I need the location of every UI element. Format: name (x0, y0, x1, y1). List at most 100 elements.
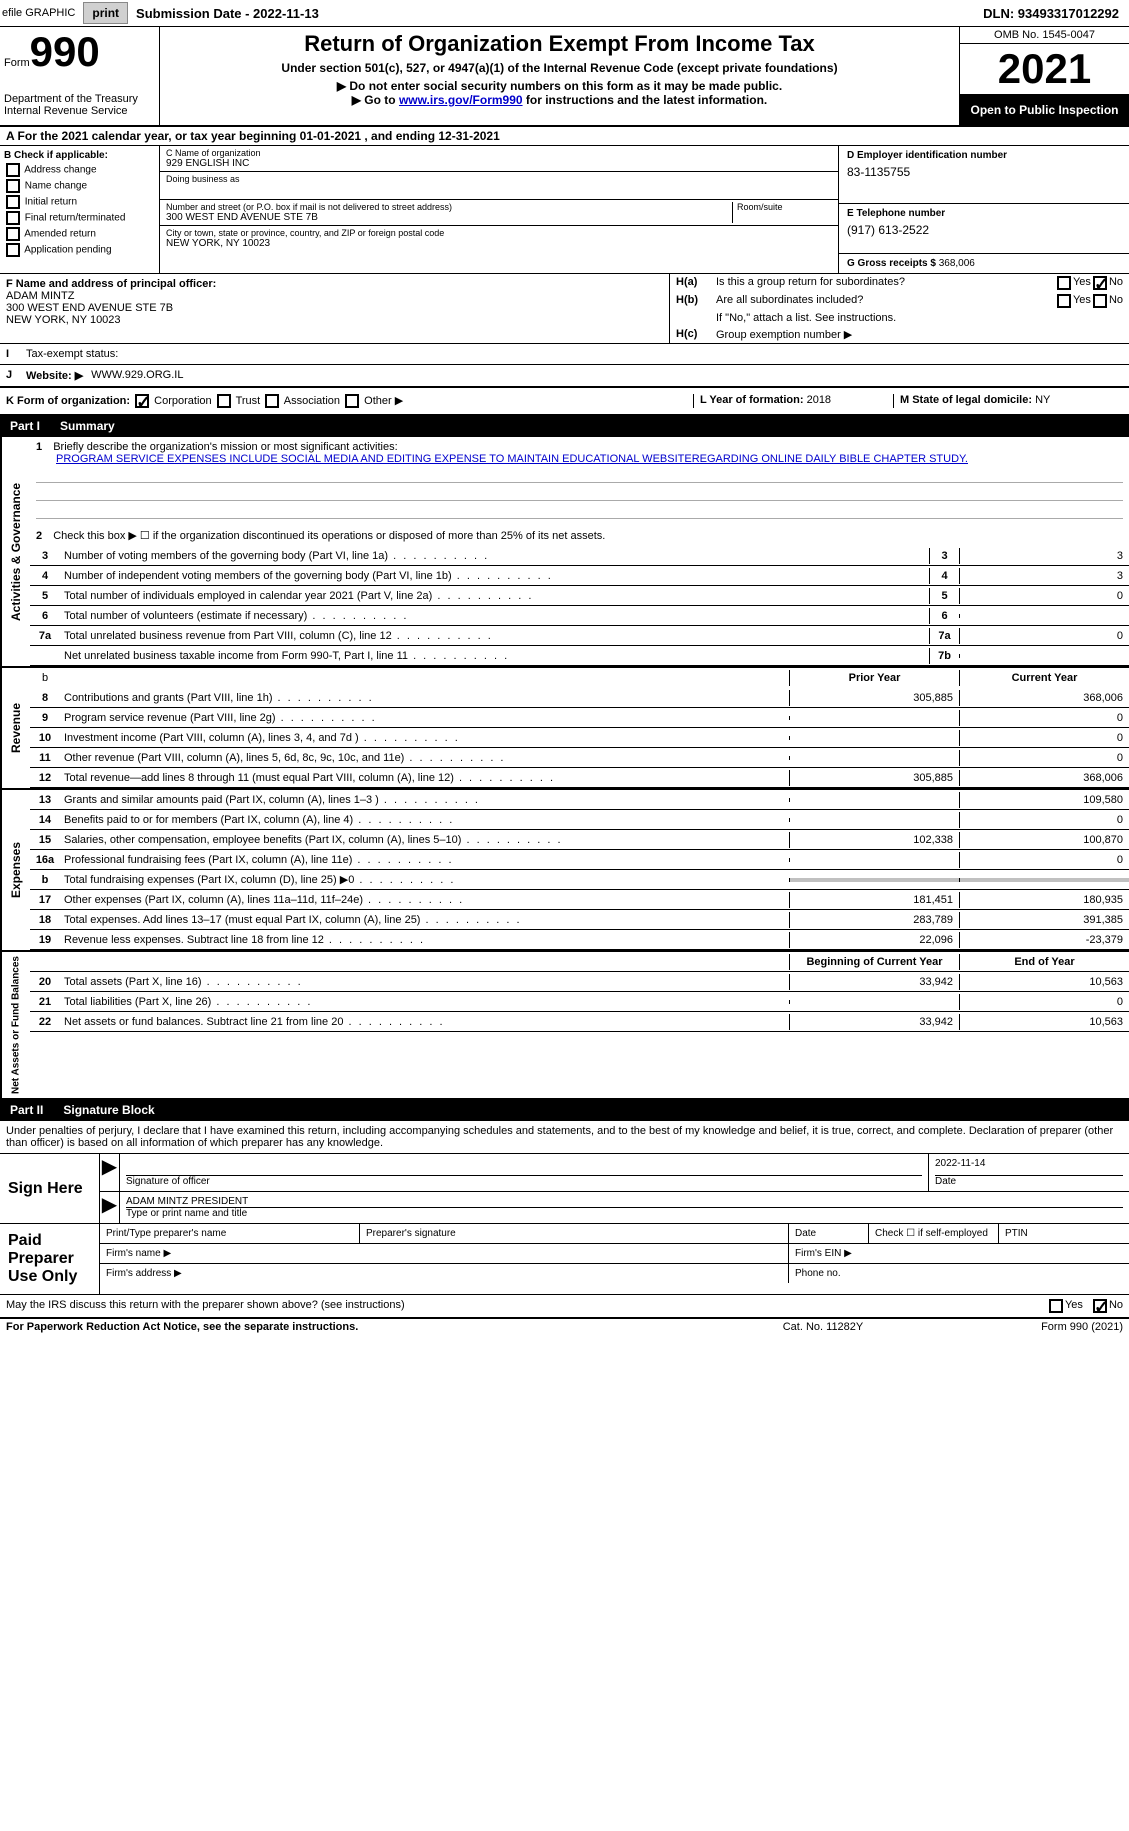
sig-date: 2022-11-14 (935, 1158, 1123, 1176)
paid-prep-label: Paid Preparer Use Only (0, 1224, 100, 1294)
officer-addr1: 300 WEST END AVENUE STE 7B (6, 302, 663, 314)
row-a: A For the 2021 calendar year, or tax yea… (0, 127, 1129, 146)
table-row: 20Total assets (Part X, line 16)33,94210… (30, 972, 1129, 992)
firm-ein-label: Firm's EIN ▶ (789, 1244, 1129, 1263)
form-label: Form (4, 57, 30, 69)
chk-assoc[interactable] (265, 394, 279, 408)
irs-link[interactable]: www.irs.gov/Form990 (399, 93, 523, 107)
table-row: 17Other expenses (Part IX, column (A), l… (30, 890, 1129, 910)
dba-label: Doing business as (166, 174, 832, 184)
part1-title: Summary (50, 416, 1129, 436)
firm-name-label: Firm's name ▶ (100, 1244, 789, 1263)
table-row: 4Number of independent voting members of… (30, 566, 1129, 586)
part2-label: Part II (0, 1100, 53, 1120)
chk-corp[interactable] (135, 394, 149, 408)
ha-no[interactable] (1093, 276, 1107, 290)
paid-prep-row: Paid Preparer Use Only Print/Type prepar… (0, 1224, 1129, 1295)
officer-addr2: NEW YORK, NY 10023 (6, 314, 663, 326)
print-button[interactable]: print (83, 2, 128, 24)
footer: For Paperwork Reduction Act Notice, see … (0, 1319, 1129, 1335)
tax-year: 2021 (960, 44, 1129, 95)
table-row: bTotal fundraising expenses (Part IX, co… (30, 870, 1129, 890)
officer-name: ADAM MINTZ (6, 290, 663, 302)
arrow-icon: ▶ (100, 1154, 120, 1191)
hb-note: If "No," attach a list. See instructions… (716, 312, 1123, 324)
form-org-label: K Form of organization: (6, 395, 130, 407)
irs-discuss-row: May the IRS discuss this return with the… (0, 1295, 1129, 1319)
addr-val: 300 WEST END AVENUE STE 7B (166, 212, 732, 223)
gross-val: 368,006 (939, 258, 975, 269)
city-val: NEW YORK, NY 10023 (166, 238, 832, 249)
row-j: J Website: ▶ WWW.929.ORG.IL (0, 365, 1129, 388)
date-label: Date (789, 1224, 869, 1243)
room-label: Room/suite (737, 202, 832, 212)
table-row: 14Benefits paid to or for members (Part … (30, 810, 1129, 830)
firm-addr-label: Firm's address ▶ (100, 1264, 789, 1283)
org-name-label: C Name of organization (166, 148, 832, 158)
sig-officer-label: Signature of officer (126, 1176, 922, 1187)
discuss-yes[interactable] (1049, 1299, 1063, 1313)
chk-address: Address change (4, 163, 155, 177)
prior-year-header: Prior Year (789, 670, 959, 686)
hb-yes[interactable] (1057, 294, 1071, 308)
typed-label: Type or print name and title (126, 1208, 1123, 1219)
hb-label: H(b) (676, 294, 716, 308)
table-row: 19Revenue less expenses. Subtract line 1… (30, 930, 1129, 950)
chk-trust[interactable] (217, 394, 231, 408)
chk-final: Final return/terminated (4, 211, 155, 225)
sub3-prefix: ▶ Go to (352, 93, 399, 107)
col-b-label: B Check if applicable: (4, 150, 155, 161)
part1-header: Part I Summary (0, 416, 1129, 437)
website-val: WWW.929.ORG.IL (91, 369, 183, 382)
part2-title: Signature Block (53, 1100, 1129, 1120)
beg-year-header: Beginning of Current Year (789, 954, 959, 970)
arrow-icon: ▶ (100, 1192, 120, 1223)
side-netassets: Net Assets or Fund Balances (0, 952, 30, 1098)
form-number: 990 (30, 28, 100, 75)
chk-other[interactable] (345, 394, 359, 408)
row-k: K Form of organization: Corporation Trus… (0, 388, 1129, 416)
hb-no[interactable] (1093, 294, 1107, 308)
side-activities: Activities & Governance (0, 437, 30, 666)
part2-header: Part II Signature Block (0, 1100, 1129, 1121)
expenses-section: Expenses 13Grants and similar amounts pa… (0, 790, 1129, 952)
hc-text: Group exemption number ▶ (716, 328, 1123, 341)
line2-text: Check this box ▶ ☐ if the organization d… (53, 530, 605, 542)
city-label: City or town, state or province, country… (166, 228, 832, 238)
ha-yes[interactable] (1057, 276, 1071, 290)
table-row: 12Total revenue—add lines 8 through 11 (… (30, 768, 1129, 788)
ptin-label: PTIN (999, 1224, 1129, 1243)
form-title: Return of Organization Exempt From Incom… (164, 31, 955, 57)
mission-text: PROGRAM SERVICE EXPENSES INCLUDE SOCIAL … (56, 453, 1123, 465)
table-row: 16aProfessional fundraising fees (Part I… (30, 850, 1129, 870)
subtitle-1: Under section 501(c), 527, or 4947(a)(1)… (164, 61, 955, 75)
gross-label: G Gross receipts $ (847, 258, 936, 269)
table-row: 8Contributions and grants (Part VIII, li… (30, 688, 1129, 708)
year-formation: 2018 (807, 394, 831, 406)
table-row: 18Total expenses. Add lines 13–17 (must … (30, 910, 1129, 930)
table-row: 10Investment income (Part VIII, column (… (30, 728, 1129, 748)
self-emp: Check ☐ if self-employed (869, 1224, 999, 1243)
dept-treasury: Department of the Treasury (4, 93, 155, 105)
top-bar: efile GRAPHIC print Submission Date - 20… (0, 0, 1129, 27)
table-row: Net unrelated business taxable income fr… (30, 646, 1129, 666)
tel-val: (917) 613-2522 (847, 223, 1121, 237)
discuss-no[interactable] (1093, 1299, 1107, 1313)
typed-name: ADAM MINTZ PRESIDENT (126, 1196, 1123, 1208)
table-row: 22Net assets or fund balances. Subtract … (30, 1012, 1129, 1032)
ein-label: D Employer identification number (847, 150, 1121, 161)
current-year-header: Current Year (959, 670, 1129, 686)
table-row: 3Number of voting members of the governi… (30, 546, 1129, 566)
omb-number: OMB No. 1545-0047 (960, 27, 1129, 44)
sub3-suffix: for instructions and the latest informat… (523, 93, 768, 107)
hc-label: H(c) (676, 328, 716, 341)
row-i: I Tax-exempt status: (0, 344, 1129, 365)
paperwork-notice: For Paperwork Reduction Act Notice, see … (6, 1321, 723, 1333)
state-domicile: NY (1035, 394, 1050, 406)
table-row: 9Program service revenue (Part VIII, lin… (30, 708, 1129, 728)
org-name: 929 ENGLISH INC (166, 158, 832, 169)
line1-label: Briefly describe the organization's miss… (53, 441, 397, 453)
section-bc: B Check if applicable: Address change Na… (0, 146, 1129, 274)
table-row: 5Total number of individuals employed in… (30, 586, 1129, 606)
phone-label: Phone no. (789, 1264, 1129, 1283)
